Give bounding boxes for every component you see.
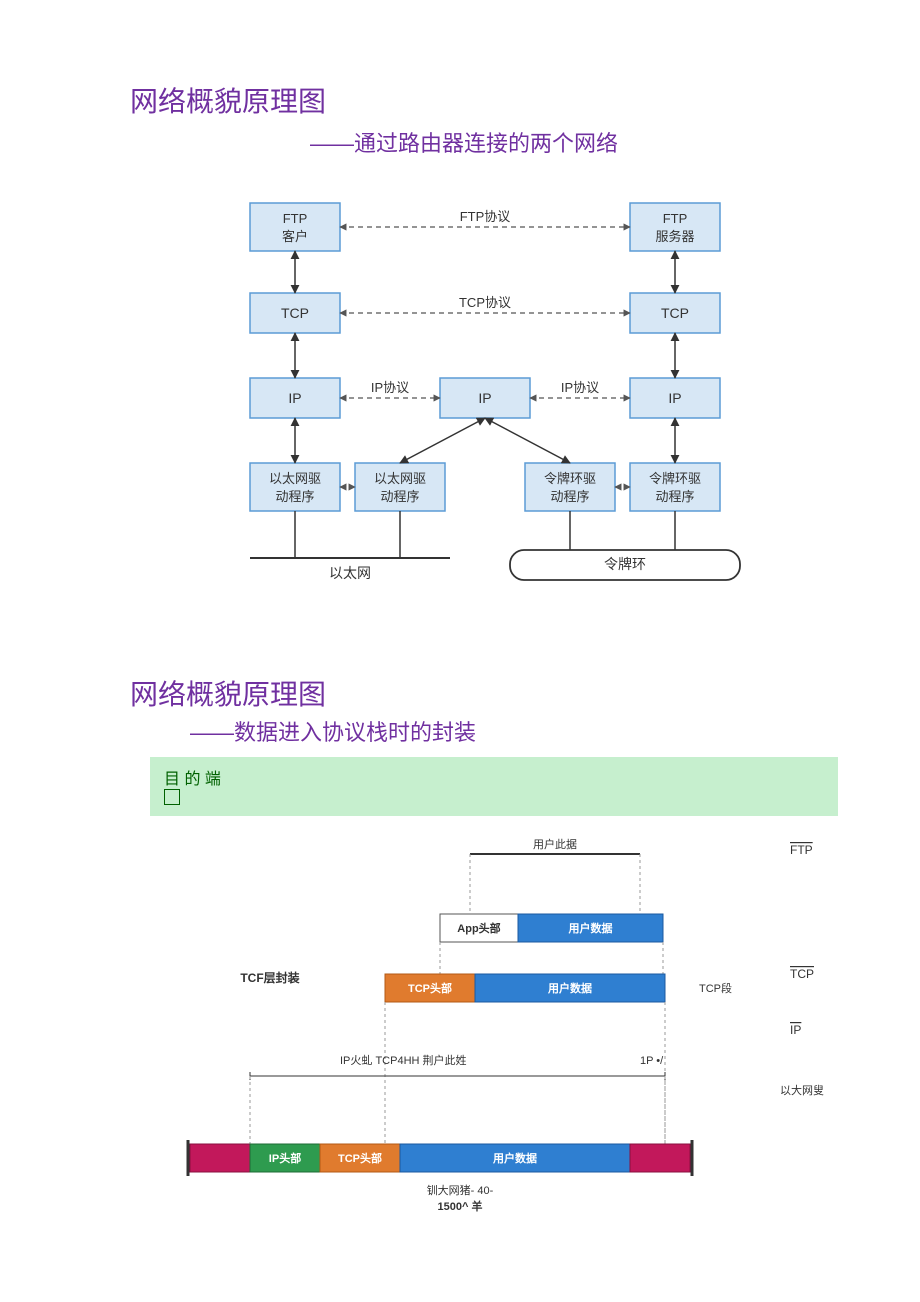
svg-text:动程序: 动程序 <box>655 489 694 504</box>
svg-text:TCP: TCP <box>661 305 689 321</box>
svg-text:IP头部: IP头部 <box>269 1151 301 1165</box>
section2-subtitle: ——数据进入协议栈时的封装 <box>190 715 880 747</box>
svg-text:令牌环驱: 令牌环驱 <box>649 471 701 486</box>
destination-label: 目 的 端 <box>164 771 221 788</box>
svg-text:动程序: 动程序 <box>275 489 314 504</box>
svg-text:IP火虬 TCP4HH 荆户此姓: IP火虬 TCP4HH 荆户此姓 <box>340 1053 467 1067</box>
svg-text:IP协议: IP协议 <box>371 380 409 395</box>
svg-text:IP: IP <box>288 390 301 406</box>
figure2: 用户此据FTPApp头部用户数据TCF层封装TCP头部用户数据TCP段TCPIP… <box>150 824 880 1229</box>
section1-title: 网络概貌原理图 <box>130 80 880 120</box>
svg-text:以太网驱: 以太网驱 <box>374 471 426 486</box>
svg-text:1P •/: 1P •/ <box>640 1055 664 1067</box>
svg-text:以太网: 以太网 <box>329 565 371 581</box>
svg-text:令牌环驱: 令牌环驱 <box>544 471 596 486</box>
svg-text:令牌环: 令牌环 <box>604 556 646 572</box>
svg-text:用户数据: 用户数据 <box>493 1151 537 1165</box>
svg-text:IP: IP <box>478 390 491 406</box>
svg-text:App头部: App头部 <box>457 921 500 935</box>
svg-text:TCP头部: TCP头部 <box>338 1151 382 1165</box>
destination-bar: 目 的 端 <box>150 757 838 816</box>
svg-text:IP协议: IP协议 <box>561 380 599 395</box>
svg-text:动程序: 动程序 <box>550 489 589 504</box>
section2-title: 网络概貌原理图 <box>130 673 880 713</box>
svg-text:用户数据: 用户数据 <box>548 981 592 995</box>
svg-text:TCP头部: TCP头部 <box>408 981 452 995</box>
svg-text:IP: IP <box>790 1023 801 1037</box>
svg-text:FTP: FTP <box>663 211 688 226</box>
svg-text:TCP: TCP <box>790 967 814 981</box>
svg-text:以大网叟: 以大网叟 <box>780 1083 824 1097</box>
svg-text:服务器: 服务器 <box>655 229 694 244</box>
figure2-svg: 用户此据FTPApp头部用户数据TCF层封装TCP头部用户数据TCP段TCPIP… <box>150 824 850 1224</box>
svg-text:以太网驱: 以太网驱 <box>269 471 321 486</box>
svg-text:TCP: TCP <box>281 305 309 321</box>
placeholder-square-icon <box>164 789 180 805</box>
svg-text:FTP: FTP <box>790 843 813 857</box>
svg-text:FTP: FTP <box>283 211 308 226</box>
svg-text:TCP段: TCP段 <box>699 981 732 995</box>
svg-text:1500^ 羊: 1500^ 羊 <box>438 1199 483 1213</box>
svg-text:TCP协议: TCP协议 <box>459 295 511 310</box>
svg-text:FTP协议: FTP协议 <box>460 209 511 224</box>
svg-text:用户数据: 用户数据 <box>569 921 613 935</box>
svg-text:用户此据: 用户此据 <box>533 837 577 851</box>
svg-text:TCF层封装: TCF层封装 <box>240 970 299 985</box>
svg-text:钏大网猪- 40-: 钏大网猪- 40- <box>427 1183 494 1197</box>
section1-subtitle: ——通过路由器连接的两个网络 <box>310 126 880 158</box>
svg-text:IP: IP <box>668 390 681 406</box>
svg-text:动程序: 动程序 <box>380 489 419 504</box>
figure1-svg: FTP客户FTP服务器TCPTCPIPIPIP以太网驱动程序以太网驱动程序令牌环… <box>190 188 780 608</box>
svg-text:客户: 客户 <box>282 229 308 244</box>
figure1: FTP客户FTP服务器TCPTCPIPIPIP以太网驱动程序以太网驱动程序令牌环… <box>190 188 880 613</box>
